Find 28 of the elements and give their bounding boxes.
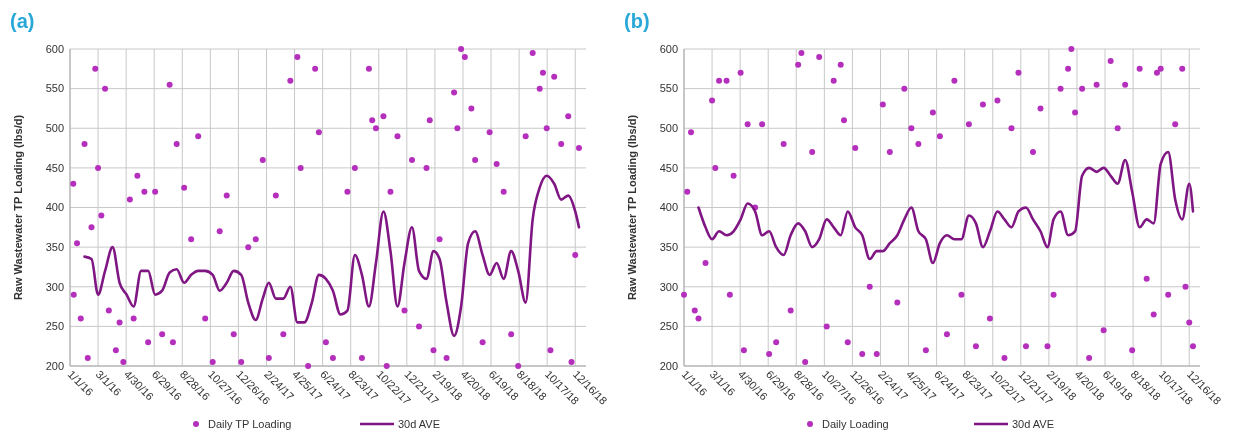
y-tick-label: 450 [45, 161, 64, 174]
legend-label: Daily Loading [822, 418, 889, 430]
legend-label: 30d AVE [1012, 418, 1054, 430]
y-tick-label: 600 [45, 42, 64, 55]
y-tick-label: 350 [659, 240, 678, 253]
y-tick-label: 550 [45, 82, 64, 95]
y-axis-title: Raw Wastewater TP Loading (lbs/d) [12, 114, 24, 301]
legend-label: Daily TP Loading [208, 418, 292, 430]
y-tick-label: 350 [45, 240, 64, 253]
chart-title: (a) [10, 10, 35, 32]
y-tick-label: 400 [45, 201, 64, 214]
y-tick-label: 250 [45, 320, 64, 333]
line-series [83, 174, 581, 338]
y-axis-title: Raw Wastewater TP Loading (lbs/d) [626, 114, 638, 301]
y-tick-label: 400 [659, 201, 678, 214]
y-tick-label: 200 [45, 359, 64, 372]
y-tick-label: 450 [659, 161, 678, 174]
chart-title: (b) [624, 10, 650, 32]
y-tick-label: 500 [45, 122, 64, 135]
y-tick-label: 550 [659, 82, 678, 95]
y-tick-label: 200 [659, 359, 678, 372]
y-tick-label: 500 [659, 122, 678, 135]
line-series [697, 150, 1195, 265]
legend-label: 30d AVE [398, 418, 440, 430]
y-tick-label: 600 [659, 42, 678, 55]
y-tick-label: 300 [659, 280, 678, 293]
y-tick-label: 300 [45, 280, 64, 293]
y-tick-label: 250 [659, 320, 678, 333]
